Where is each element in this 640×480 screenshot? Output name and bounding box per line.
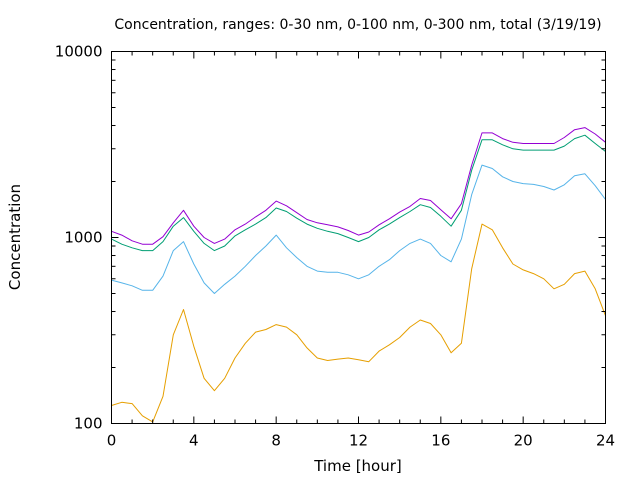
x-tick-label: 0: [107, 432, 117, 450]
x-axis-label: Time [hour]: [313, 457, 402, 475]
series-line-4: [111, 127, 606, 245]
y-tick-label: 100: [74, 415, 103, 433]
x-tick-label: 16: [431, 432, 450, 450]
x-tick-label: 24: [596, 432, 615, 450]
chart-title: Concentration, ranges: 0-30 nm, 0-100 nm…: [114, 17, 601, 33]
y-axis-label: Concentration: [6, 184, 24, 290]
y-axis: 100 1000 10000: [55, 43, 606, 433]
x-tick-label: 12: [349, 432, 368, 450]
x-axis: 0 4 8 12 16 20 24: [107, 51, 615, 450]
y-tick-label: 10000: [55, 43, 103, 61]
y-tick-label: 1000: [64, 229, 102, 247]
series-line-1: [111, 223, 606, 423]
x-tick-label: 8: [271, 432, 281, 450]
series-line-3: [111, 134, 606, 252]
series-line-2: [111, 164, 606, 294]
plot-frame: [111, 51, 606, 424]
x-tick-label: 20: [514, 432, 533, 450]
plot-area: [111, 127, 606, 423]
x-tick-label: 4: [189, 432, 199, 450]
